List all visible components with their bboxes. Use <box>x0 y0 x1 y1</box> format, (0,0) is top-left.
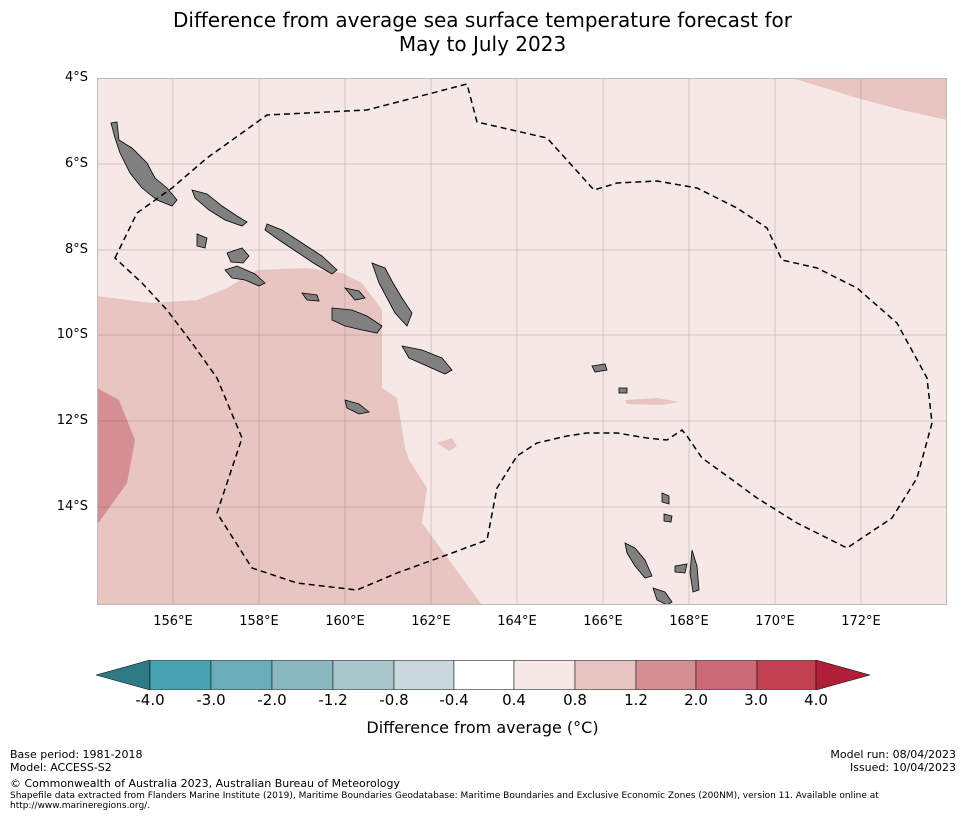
colorbar-bin-10 <box>695 660 758 690</box>
footer-shapefile-note: Shapefile data extracted from Flanders M… <box>10 791 879 811</box>
choiseul-land <box>191 189 248 227</box>
lat-label-12s: 12°S <box>56 413 88 428</box>
anomaly-blob-small <box>437 438 457 451</box>
malaita-land <box>371 262 413 327</box>
torres-islands-land <box>661 492 670 505</box>
colorbar-tick: 4.0 <box>804 691 828 709</box>
colorbar-tick: 2.0 <box>684 691 708 709</box>
colorbar-bin-8 <box>574 660 637 690</box>
colorbar-tick: -2.0 <box>257 691 287 709</box>
colorbar-tick: -1.2 <box>318 691 348 709</box>
lat-label-14s: 14°S <box>56 499 88 514</box>
banks-islands-land <box>663 513 673 523</box>
colorbar-bin-6 <box>453 660 515 690</box>
maewo-pentecost-land <box>689 549 700 593</box>
colorbar-bin-2 <box>210 660 273 690</box>
colorbar-tick: -0.8 <box>379 691 409 709</box>
tikopia-land <box>618 387 628 394</box>
colorbar-tick: 1.2 <box>624 691 648 709</box>
colorbar-extend-low <box>96 660 151 690</box>
lon-label-162e: 162°E <box>411 614 451 629</box>
bougainville-land <box>110 121 178 207</box>
lon-label-168e: 168°E <box>669 614 709 629</box>
kolombangara-land <box>226 247 250 264</box>
lon-label-160e: 160°E <box>325 614 365 629</box>
santa-isabel-land <box>264 223 338 275</box>
florida-islands-land <box>343 287 366 301</box>
malekula-land <box>652 587 673 605</box>
footer-model: Model: ACCESS-S2 <box>10 761 112 774</box>
colorbar-bin-4 <box>332 660 395 690</box>
footer-base-period: Base period: 1981-2018 <box>10 748 143 761</box>
lon-label-158e: 158°E <box>239 614 279 629</box>
lat-label-10s: 10°S <box>56 327 88 342</box>
colorbar-bin-1 <box>149 660 212 690</box>
footer-model-run: Model run: 08/04/2023 <box>830 748 956 761</box>
lon-label-156e: 156°E <box>153 614 193 629</box>
lon-label-166e: 166°E <box>583 614 623 629</box>
lat-label-6s: 6°S <box>64 156 88 171</box>
colorbar-tick: 3.0 <box>744 691 768 709</box>
anomaly-region-high-west <box>97 388 135 525</box>
colorbar-tick: -4.0 <box>135 691 165 709</box>
colorbar-bin-7 <box>513 660 576 690</box>
santa-cruz-land <box>591 363 608 373</box>
colorbar-label: Difference from average (°C) <box>366 718 599 737</box>
footer-copyright: © Commonwealth of Australia 2023, Austra… <box>10 777 400 790</box>
new-georgia-land <box>196 233 208 249</box>
rennell-land <box>344 399 370 415</box>
russell-islands-land <box>301 292 320 302</box>
colorbar-tick: -3.0 <box>196 691 226 709</box>
anomaly-region-medium-southwest <box>97 268 482 605</box>
anomaly-region-medium-northeast <box>792 78 947 120</box>
anomaly-blob-central <box>625 398 679 405</box>
colorbar <box>96 660 870 690</box>
map-title: Difference from average sea surface temp… <box>0 8 965 56</box>
colorbar-bin-5 <box>393 660 455 690</box>
colorbar-bin-3 <box>271 660 334 690</box>
map-frame <box>97 78 947 605</box>
land-masses <box>110 121 700 605</box>
lon-label-172e: 172°E <box>841 614 881 629</box>
colorbar-extend-high <box>815 660 870 690</box>
colorbar-tick: 0.8 <box>563 691 587 709</box>
eez-boundary <box>114 83 933 591</box>
lat-label-8s: 8°S <box>64 242 88 257</box>
ambae-land <box>674 563 688 574</box>
lon-label-170e: 170°E <box>755 614 795 629</box>
lon-label-164e: 164°E <box>497 614 537 629</box>
eez-boundary-line <box>114 83 933 591</box>
new-georgia-group-land <box>224 265 266 287</box>
colorbar-bin-11 <box>756 660 817 690</box>
sst-anomaly-map <box>97 78 947 605</box>
espiritu-santo-land <box>624 542 653 579</box>
colorbar-tick: -0.4 <box>439 691 469 709</box>
colorbar-tick: 0.4 <box>502 691 526 709</box>
guadalcanal-land <box>331 307 383 334</box>
footer-issued: Issued: 10/04/2023 <box>849 761 956 774</box>
makira-land <box>401 345 453 375</box>
colorbar-bin-9 <box>635 660 697 690</box>
lat-label-4s: 4°S <box>64 70 88 85</box>
map-title-line-1: Difference from average sea surface temp… <box>172 8 792 32</box>
map-gridlines <box>97 78 947 605</box>
map-title-line-2: May to July 2023 <box>398 32 567 56</box>
